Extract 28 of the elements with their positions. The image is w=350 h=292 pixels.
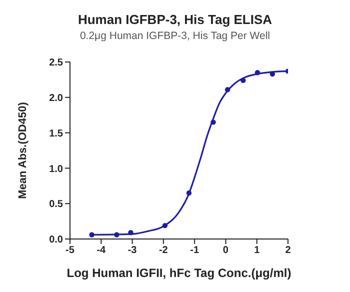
x-tick-label: -4 bbox=[96, 245, 106, 256]
point bbox=[254, 70, 260, 76]
x-axis-title: Log Human IGFII, hFc Tag Conc.(μg/ml) bbox=[66, 266, 292, 280]
chart-subtitle: 0.2μg Human IGFBP-3, His Tag Per Well bbox=[78, 30, 272, 42]
y-tick-label: 0.0 bbox=[49, 234, 64, 246]
point bbox=[114, 232, 120, 238]
x-tick-label: 2 bbox=[285, 245, 292, 256]
point bbox=[210, 120, 216, 125]
x-tick-label: -3 bbox=[128, 245, 138, 256]
y-axis-title: Mean Abs.(OD450) bbox=[16, 102, 29, 199]
y-tick-label: 1.5 bbox=[49, 128, 64, 140]
chart-title: Human IGFBP-3, His Tag ELISA bbox=[76, 12, 274, 27]
point bbox=[128, 230, 134, 236]
point bbox=[89, 232, 94, 238]
point bbox=[270, 71, 276, 77]
point bbox=[162, 222, 168, 228]
y-tick-label: 2.0 bbox=[49, 92, 64, 104]
y-tick-label: 1.0 bbox=[49, 164, 64, 175]
y-tick-label: 2.5 bbox=[49, 58, 64, 69]
x-tick-label: 0 bbox=[222, 245, 229, 256]
y-tick-label: 0.5 bbox=[49, 199, 64, 210]
x-tick-label: -1 bbox=[190, 245, 200, 256]
point bbox=[186, 190, 192, 196]
x-tick-label: -5 bbox=[66, 245, 75, 256]
x-tick-label: -2 bbox=[158, 245, 168, 256]
x-tick-label: 1 bbox=[254, 245, 260, 256]
point bbox=[240, 78, 246, 84]
point bbox=[224, 87, 230, 92]
